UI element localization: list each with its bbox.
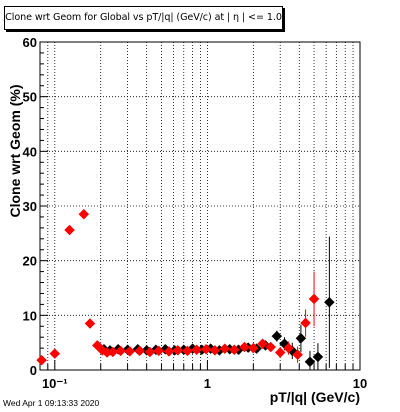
data-point-red xyxy=(308,293,320,305)
data-point-red xyxy=(172,344,184,356)
data-point-red xyxy=(200,343,212,355)
data-point-red xyxy=(64,224,75,236)
data-point-red xyxy=(274,347,286,358)
data-point-black xyxy=(304,356,316,368)
y-tick-label: 50 xyxy=(23,90,37,105)
data-point-red xyxy=(144,346,156,358)
data-point-red xyxy=(219,343,231,355)
y-axis-label: Clone wrt Geom (%) xyxy=(7,84,23,218)
y-tick-label: 0 xyxy=(30,363,37,378)
data-point-red xyxy=(247,342,259,354)
data-point-red xyxy=(300,317,311,329)
data-point-red xyxy=(78,208,90,220)
x-axis-label: pT/|q| (GeV/c) xyxy=(269,389,360,405)
data-point-red xyxy=(153,345,165,357)
data-point-red xyxy=(239,341,250,353)
data-point-black xyxy=(324,296,335,308)
y-tick-label: 40 xyxy=(23,144,37,159)
y-tick-label: 30 xyxy=(23,199,37,214)
data-point-red xyxy=(49,348,61,359)
data-point-black xyxy=(271,330,283,342)
data-point-red xyxy=(84,318,96,329)
y-tick-label: 10 xyxy=(23,308,37,323)
plot-frame xyxy=(39,41,361,371)
data-point-red xyxy=(163,346,175,357)
x-tick-label: 10⁻¹ xyxy=(42,376,68,391)
x-tick-label: 1 xyxy=(204,376,211,391)
data-point-black xyxy=(295,332,307,344)
data-point-red xyxy=(191,344,202,356)
data-point-red xyxy=(257,338,268,350)
data-point-black xyxy=(312,351,324,363)
data-point-red xyxy=(228,344,240,356)
chart-title: Clone wrt Geom for Global vs pT/|q| (GeV… xyxy=(5,12,282,23)
timestamp-footer: Wed Apr 1 09:13:33 2020 xyxy=(3,398,100,408)
y-tick-label: 20 xyxy=(23,254,37,269)
data-point-red xyxy=(283,342,294,354)
y-axis-label-box: Clone wrt Geom (%) xyxy=(6,84,24,217)
data-point-red xyxy=(209,344,221,356)
y-tick-label: 60 xyxy=(23,35,37,50)
data-point-red xyxy=(124,346,136,357)
data-point-red xyxy=(292,349,303,361)
data-point-red xyxy=(115,345,126,357)
data-point-red xyxy=(36,354,47,366)
x-tick-label: 10 xyxy=(353,376,367,391)
data-point-red xyxy=(182,345,193,357)
chart-title-box: Clone wrt Geom for Global vs pT/|q| (GeV… xyxy=(4,6,283,30)
data-point-red xyxy=(265,341,277,353)
data-point-red xyxy=(134,345,146,357)
